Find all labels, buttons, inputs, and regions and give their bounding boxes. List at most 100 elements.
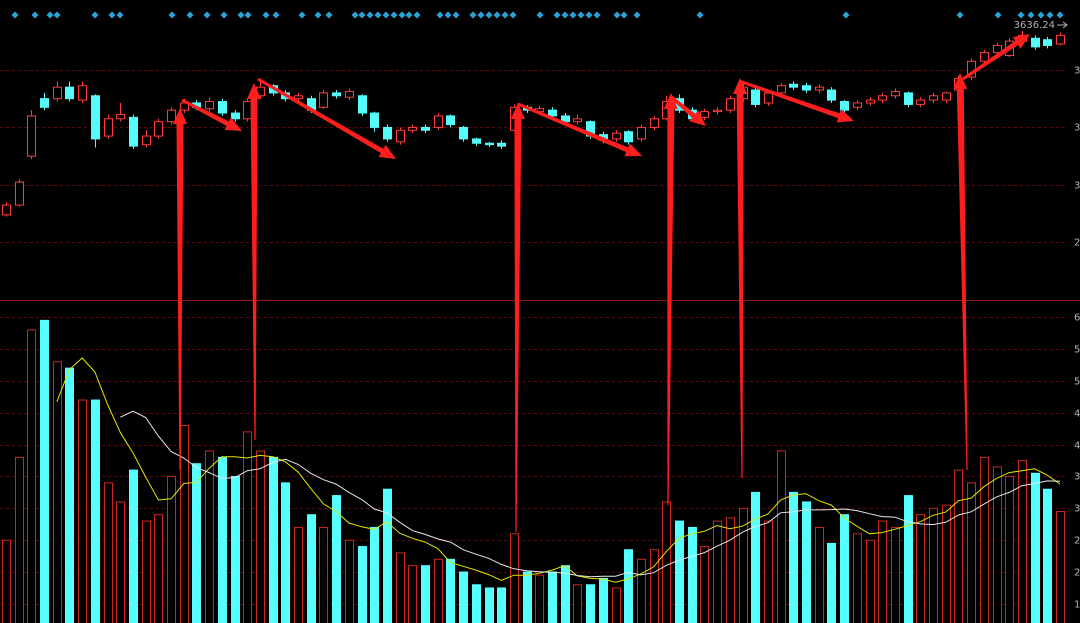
arrow [173,108,187,470]
y-tick-label: 3 [1074,66,1080,77]
volume-bar [726,517,735,623]
candle-body [827,89,836,101]
volume-bar [281,482,290,623]
candle-body [789,83,798,88]
candle-body [472,138,481,144]
candle-body [980,52,989,62]
volume-bar [637,558,646,623]
y-tick-label: 6 [1074,313,1080,324]
y-tick-label: 2 [1074,568,1080,579]
candle-body [637,126,646,140]
candle-body [2,204,11,216]
arrow [510,103,525,532]
volume-bar [15,456,24,623]
volume-bar [739,507,748,623]
volume-bar [523,571,532,623]
volume-bar [91,399,100,623]
candle-body [459,126,468,140]
y-tick-label: 3 [1074,472,1080,483]
volume-bar [700,546,709,623]
volume-bar [764,520,773,623]
volume-bar [535,574,544,623]
volume-bar [573,584,582,623]
candle-body [27,115,36,157]
candle-body [396,129,405,143]
y-tick-label: 2 [1074,536,1080,547]
volume-bar [675,520,684,623]
volume-bar [713,520,722,623]
candle-body [332,92,341,97]
candle-body [751,89,760,105]
volume-bar [650,549,659,623]
volume-bar [256,450,265,623]
volume-bar [840,514,849,623]
volume-bar [1043,488,1052,623]
volume-bar [358,546,367,623]
candle-body [485,142,494,146]
arrow [257,77,396,159]
arrow [733,78,748,478]
volume-bar [624,549,633,623]
candle-body [548,109,557,117]
volume-bar [916,514,925,623]
volume-bar [967,482,976,623]
volume-bar [1031,472,1040,623]
candle-body [1031,37,1040,48]
volume-bar [472,584,481,623]
volume-bar [104,482,113,623]
volume-bar [866,539,875,623]
candle-body [929,95,938,101]
volume-bar [777,450,786,623]
volume-bar [129,469,138,623]
annotation-arrowhead [1062,21,1068,29]
arrow [181,98,242,131]
candle-body [866,99,875,104]
y-tick-label: 4 [1074,409,1080,420]
volume-bar [599,577,608,623]
candle-body [891,90,900,97]
volume-bar [65,367,74,623]
volume-bar [954,469,963,623]
volume-bar [332,495,341,623]
volume-bars [2,319,1065,623]
candle-body [650,118,659,128]
volume-bar [548,571,557,623]
y-tick-label: 3 [1074,504,1080,515]
volume-bar [116,501,125,623]
volume-bar [688,526,697,623]
candle-body [1043,39,1052,46]
volume-bar [1018,460,1027,623]
candle-body [205,101,214,110]
volume-bar [1056,511,1065,623]
volume-bar [180,425,189,623]
candle-body [942,92,951,101]
candle-body [726,98,735,111]
candle-body [624,131,633,143]
candle-body [446,115,455,126]
volume-bar [294,526,303,623]
candle-body [802,85,811,91]
arrow [953,73,968,470]
volume-bar [269,456,278,623]
candle-body [345,90,354,98]
moving-average-line [56,357,1061,583]
candle-body [764,92,773,104]
volume-bar [827,542,836,623]
volume-bar [345,539,354,623]
arrow [247,83,261,440]
candle-body [15,181,24,206]
y-tick-label: 5 [1074,345,1080,356]
volume-bar [929,507,938,623]
volume-bar [446,558,455,623]
volume-bar [751,491,760,623]
moving-average-line [120,410,1061,578]
arrow [738,79,854,123]
volume-bar [942,504,951,623]
candle-body [777,85,786,94]
labels: 3636.24 3 3 3 2 6 5 5 4 4 3 3 2 2 1 [1014,20,1080,611]
volume-bar [980,456,989,623]
volume-bar [459,571,468,623]
y-tick-label: 3 [1074,123,1080,134]
candle-body [383,126,392,140]
candle-body [91,95,100,140]
